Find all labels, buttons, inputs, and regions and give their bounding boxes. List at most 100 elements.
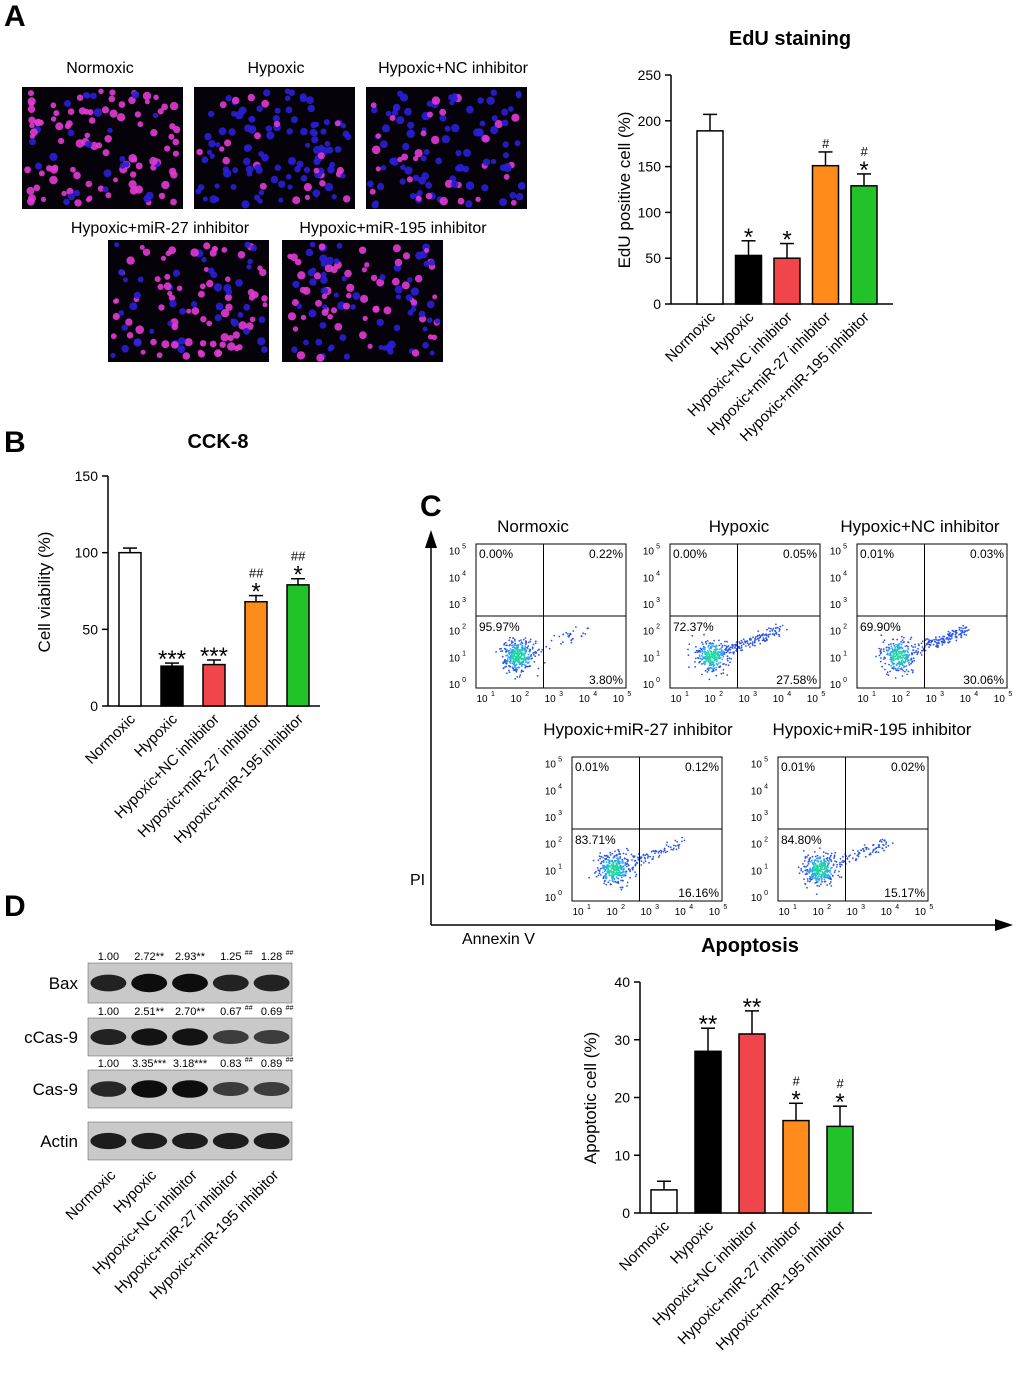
event-dot <box>961 631 964 633</box>
cell-nucleus <box>201 256 207 263</box>
event-dot <box>737 645 740 648</box>
cell-nucleus <box>84 132 91 139</box>
event-dot <box>617 849 620 851</box>
cell-nucleus <box>287 253 293 260</box>
cell-nucleus <box>204 132 212 141</box>
event-dot <box>895 669 898 672</box>
flow-y-tick-label: 10 <box>643 547 655 558</box>
event-dot <box>895 664 898 667</box>
event-dot <box>746 640 749 642</box>
event-dot <box>713 650 716 653</box>
event-dot <box>891 648 894 651</box>
cell-nucleus <box>113 298 119 304</box>
event-dot <box>608 860 611 863</box>
cell-nucleus <box>38 170 45 177</box>
event-dot <box>652 850 655 853</box>
event-dot <box>907 651 909 654</box>
event-dot <box>920 654 923 656</box>
event-dot <box>752 636 754 639</box>
event-dot <box>722 655 725 658</box>
event-dot <box>605 883 608 886</box>
cell-nucleus <box>64 100 71 107</box>
event-dot <box>529 638 532 641</box>
event-dot <box>600 855 603 858</box>
event-dot <box>504 641 507 644</box>
cell-nucleus <box>360 294 369 303</box>
event-dot <box>517 655 520 657</box>
event-dot <box>842 861 845 864</box>
cell-nucleus <box>109 89 116 96</box>
event-dot <box>613 878 616 881</box>
cell-nucleus <box>219 341 226 348</box>
event-dot <box>527 662 529 665</box>
event-dot <box>727 664 730 667</box>
event-dot <box>624 871 627 873</box>
cell-nucleus <box>346 283 355 292</box>
flow-x-tick-label: 10 <box>847 907 859 918</box>
event-dot <box>694 661 696 663</box>
event-dot <box>891 658 894 661</box>
cell-nucleus <box>362 315 368 321</box>
cell-nucleus <box>407 277 413 283</box>
event-dot <box>527 645 530 647</box>
event-dot <box>615 864 617 867</box>
cell-nucleus <box>102 149 110 157</box>
event-dot <box>769 633 772 635</box>
cell-nucleus <box>334 146 342 153</box>
event-dot <box>726 646 728 648</box>
cell-nucleus <box>113 177 118 183</box>
event-dot <box>804 856 807 858</box>
cell-nucleus <box>324 140 331 147</box>
event-dot <box>510 642 513 644</box>
cell-nucleus <box>515 192 524 201</box>
event-dot <box>830 881 832 883</box>
event-dot <box>891 842 894 844</box>
cell-nucleus <box>221 247 228 253</box>
event-dot <box>512 649 515 652</box>
event-dot <box>881 665 884 668</box>
cell-nucleus <box>517 182 526 190</box>
event-dot <box>899 668 902 670</box>
event-dot <box>893 655 896 658</box>
event-dot <box>839 858 842 860</box>
cell-nucleus <box>177 345 186 354</box>
cell-nucleus <box>274 164 282 171</box>
event-dot <box>819 875 822 878</box>
cell-nucleus <box>29 122 35 129</box>
event-dot <box>877 846 880 849</box>
event-dot <box>817 875 820 878</box>
event-dot <box>608 869 610 872</box>
cell-nucleus <box>150 338 157 346</box>
cell-nucleus <box>412 174 420 181</box>
event-dot <box>894 667 897 670</box>
event-dot <box>620 867 623 870</box>
event-dot <box>663 848 666 851</box>
event-dot <box>954 634 957 636</box>
cell-nucleus <box>201 156 209 164</box>
cell-nucleus <box>313 167 320 174</box>
event-dot <box>759 642 762 645</box>
cell-nucleus <box>244 144 252 152</box>
cck8-bar-chart: 050100150Normoxic***Hypoxic***Hypoxic+NC… <box>75 468 320 847</box>
event-dot <box>565 631 568 634</box>
cell-nucleus <box>102 186 109 193</box>
event-dot <box>593 872 596 874</box>
cell-nucleus <box>420 155 427 162</box>
cell-nucleus <box>296 160 304 168</box>
cell-nucleus <box>284 95 291 101</box>
cell-nucleus <box>297 271 306 280</box>
event-dot <box>507 658 509 660</box>
event-dot <box>708 661 710 663</box>
cell-nucleus <box>296 351 306 360</box>
quadrant-lower-left: 83.71% <box>575 833 616 847</box>
cell-nucleus <box>509 192 517 199</box>
event-dot <box>650 850 653 853</box>
flow-x-tick-exponent: 4 <box>895 904 899 911</box>
event-dot <box>660 850 663 853</box>
event-dot <box>528 661 530 663</box>
cell-nucleus <box>230 318 236 324</box>
event-dot <box>960 636 962 638</box>
flow-plot-title: Hypoxic+miR-195 inhibitor <box>773 720 972 739</box>
event-dot <box>618 850 620 853</box>
